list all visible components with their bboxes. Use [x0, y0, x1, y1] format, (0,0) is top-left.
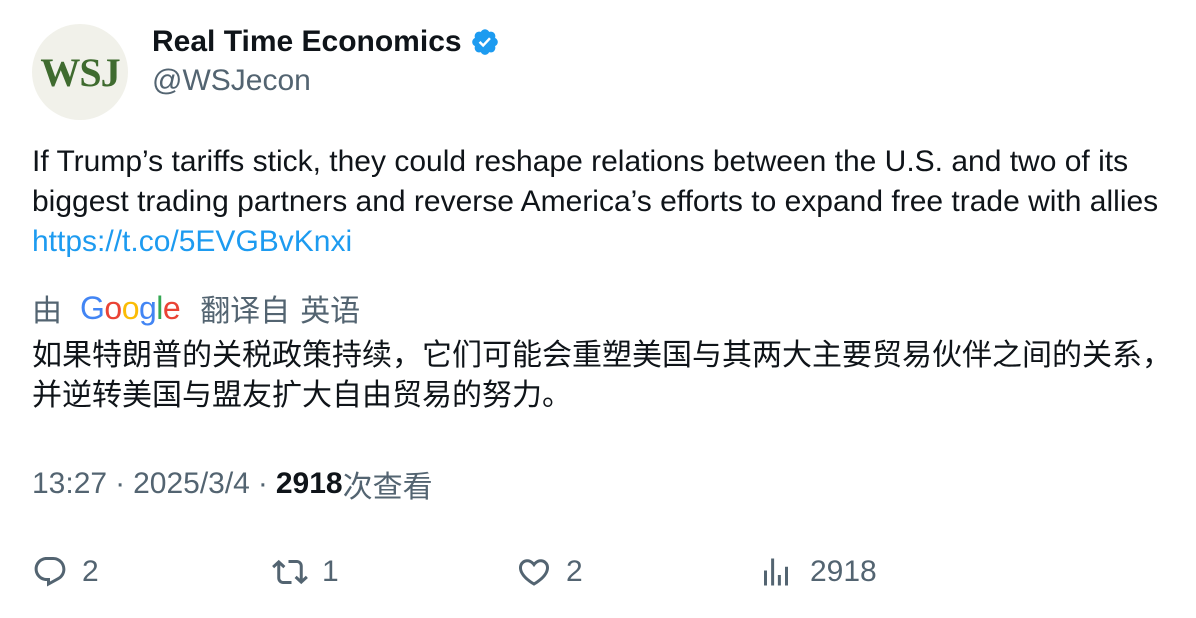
reply-count: 2 — [82, 555, 99, 588]
google-logo: Google — [80, 289, 181, 327]
verified-badge-icon — [470, 27, 500, 57]
heart-icon — [518, 559, 550, 586]
reply-icon — [34, 557, 66, 587]
google-letter: g — [138, 289, 157, 326]
meta-separator: · — [257, 467, 268, 500]
translated-by-label: 由 — [32, 295, 62, 328]
google-letter: o — [121, 289, 140, 326]
translation-attribution: 由 Google 翻译自 英语 — [32, 286, 360, 330]
views-button[interactable]: 2918 — [758, 552, 877, 592]
translated-text: 如果特朗普的关税政策持续，它们可能会重塑美国与其两大主要贸易伙伴之间的关系，并逆… — [32, 339, 1172, 412]
account-name[interactable]: Real Time Economics — [152, 25, 462, 58]
source-language: 英语 — [300, 295, 361, 328]
like-button[interactable]: 2 — [516, 552, 583, 592]
meta-separator: · — [115, 467, 126, 500]
tweet-link[interactable]: https://t.co/5EVGBvKnxi — [32, 225, 353, 258]
translated-from-label: 翻译自 — [200, 295, 291, 328]
tweet-time[interactable]: 13:27 — [32, 467, 108, 500]
google-letter: e — [162, 289, 181, 326]
tweet-date[interactable]: 2025/3/4 — [133, 467, 250, 500]
account-name-row: Real Time Economics — [152, 22, 500, 62]
tweet-actions: 2 1 2 2918 — [32, 552, 1172, 592]
tweet-body: If Trump’s tariffs stick, they could res… — [32, 145, 1159, 218]
views-label: 次查看 — [342, 471, 433, 504]
like-count: 2 — [566, 555, 583, 588]
tweet-meta: 13:27 · 2025/3/4 · 2918 次查看 — [32, 466, 433, 504]
bar-chart-icon — [764, 558, 788, 586]
views-count: 2918 — [275, 467, 343, 500]
avatar[interactable]: WSJ — [32, 24, 128, 120]
google-letter: G — [80, 289, 105, 326]
reply-button[interactable]: 2 — [32, 552, 99, 592]
retweet-button[interactable]: 1 — [272, 552, 339, 592]
google-letter: l — [156, 289, 163, 326]
wsj-logo: WSJ — [40, 49, 120, 95]
views-action-count: 2918 — [810, 555, 877, 588]
google-letter: o — [104, 289, 122, 326]
account-handle[interactable]: @WSJecon — [152, 64, 311, 97]
retweet-icon — [272, 559, 308, 585]
tweet-text: If Trump’s tariffs stick, they could res… — [32, 142, 1172, 262]
retweet-count: 1 — [322, 555, 339, 588]
